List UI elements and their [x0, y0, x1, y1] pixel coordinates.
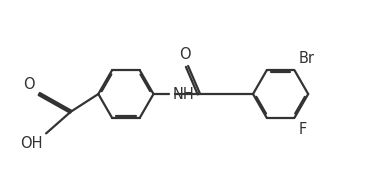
- Text: Br: Br: [298, 51, 314, 66]
- Text: O: O: [23, 77, 34, 92]
- Text: F: F: [298, 122, 307, 137]
- Text: NH: NH: [172, 87, 194, 101]
- Text: OH: OH: [20, 136, 42, 151]
- Text: O: O: [179, 47, 191, 63]
